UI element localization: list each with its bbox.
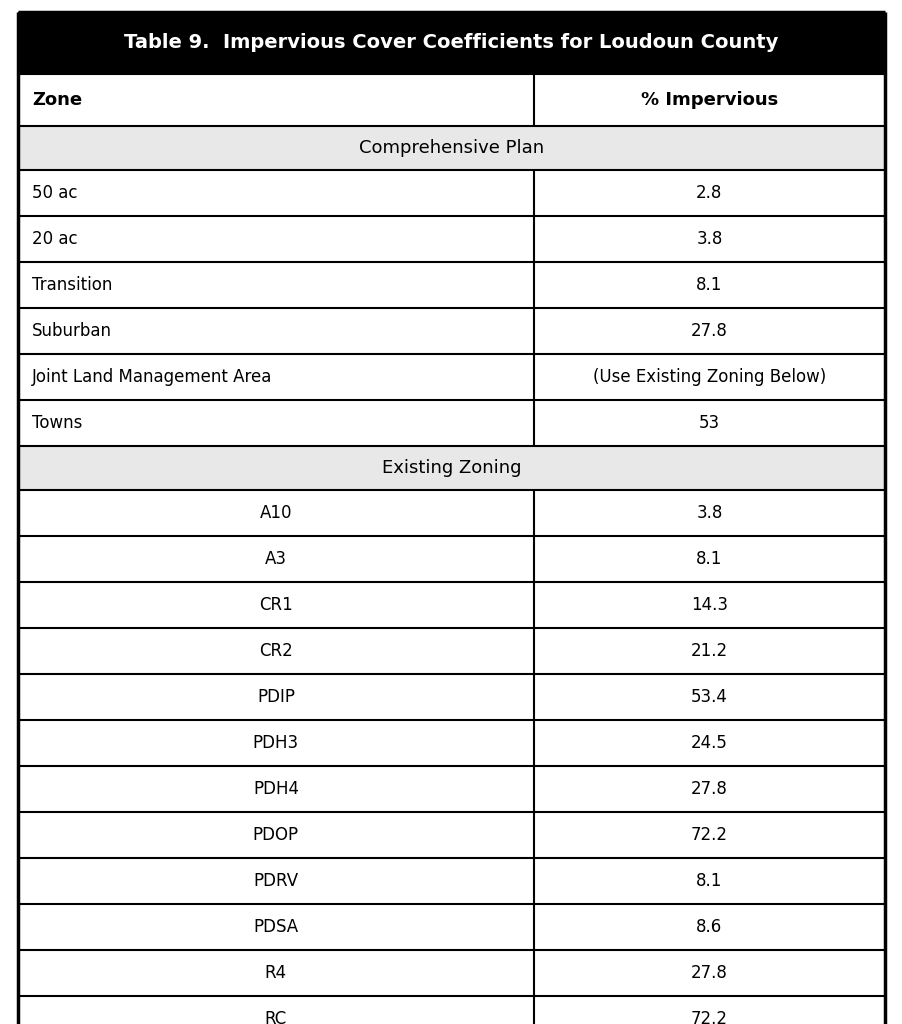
Bar [533,490,884,536]
Text: Towns: Towns [32,414,82,432]
Text: 53.4: 53.4 [690,688,727,706]
Text: 27.8: 27.8 [690,780,727,798]
Text: 8.1: 8.1 [695,872,722,890]
Text: PDRV: PDRV [253,872,299,890]
Text: 2.8: 2.8 [695,184,722,202]
Bar [533,308,884,354]
Bar [533,674,884,720]
Bar [533,720,884,766]
Bar [18,536,533,582]
Text: 21.2: 21.2 [690,642,727,660]
Bar [18,12,884,74]
Bar [533,766,884,812]
Bar [533,950,884,996]
Text: R4: R4 [264,964,287,982]
Bar [18,308,533,354]
Text: 53: 53 [698,414,719,432]
Bar [18,628,533,674]
Bar [18,126,884,170]
Text: Existing Zoning: Existing Zoning [382,459,520,477]
Text: Table 9.  Impervious Cover Coefficients for Loudoun County: Table 9. Impervious Cover Coefficients f… [124,34,778,52]
Text: A3: A3 [264,550,287,568]
Bar [533,354,884,400]
Bar [18,858,533,904]
Bar [533,996,884,1024]
Text: PDSA: PDSA [253,918,299,936]
Text: 14.3: 14.3 [690,596,727,614]
Bar [533,536,884,582]
Text: (Use Existing Zoning Below): (Use Existing Zoning Below) [592,368,825,386]
Bar [18,720,533,766]
Text: CR2: CR2 [259,642,292,660]
Text: 20 ac: 20 ac [32,230,78,248]
Bar [18,216,533,262]
Text: 72.2: 72.2 [690,826,727,844]
Bar [18,446,884,490]
Text: Joint Land Management Area: Joint Land Management Area [32,368,272,386]
Bar [18,950,533,996]
Text: Zone: Zone [32,91,82,109]
Text: 8.1: 8.1 [695,276,722,294]
Bar [18,354,533,400]
Text: RC: RC [264,1010,287,1024]
Text: A10: A10 [260,504,292,522]
Text: 8.1: 8.1 [695,550,722,568]
Bar [533,74,884,126]
Bar [533,170,884,216]
Bar [18,74,533,126]
Bar [18,490,533,536]
Text: Transition: Transition [32,276,112,294]
Bar [533,216,884,262]
Bar [18,812,533,858]
Bar [18,170,533,216]
Bar [18,996,533,1024]
Text: 27.8: 27.8 [690,322,727,340]
Bar [533,812,884,858]
Text: 3.8: 3.8 [695,504,722,522]
Bar [533,628,884,674]
Text: 3.8: 3.8 [695,230,722,248]
Bar [533,858,884,904]
Text: PDIP: PDIP [257,688,295,706]
Bar [18,262,533,308]
Bar [18,674,533,720]
Bar [18,400,533,446]
Text: 24.5: 24.5 [690,734,727,752]
Bar [18,904,533,950]
Bar [533,262,884,308]
Bar [533,400,884,446]
Text: % Impervious: % Impervious [640,91,778,109]
Bar [18,766,533,812]
Text: 27.8: 27.8 [690,964,727,982]
Text: 8.6: 8.6 [695,918,722,936]
Bar [18,582,533,628]
Text: Comprehensive Plan: Comprehensive Plan [358,139,544,157]
Text: PDOP: PDOP [253,826,299,844]
Text: 72.2: 72.2 [690,1010,727,1024]
Text: CR1: CR1 [259,596,292,614]
Text: Suburban: Suburban [32,322,112,340]
Text: PDH4: PDH4 [253,780,299,798]
Bar [533,582,884,628]
Bar [533,904,884,950]
Text: PDH3: PDH3 [253,734,299,752]
Text: 50 ac: 50 ac [32,184,78,202]
